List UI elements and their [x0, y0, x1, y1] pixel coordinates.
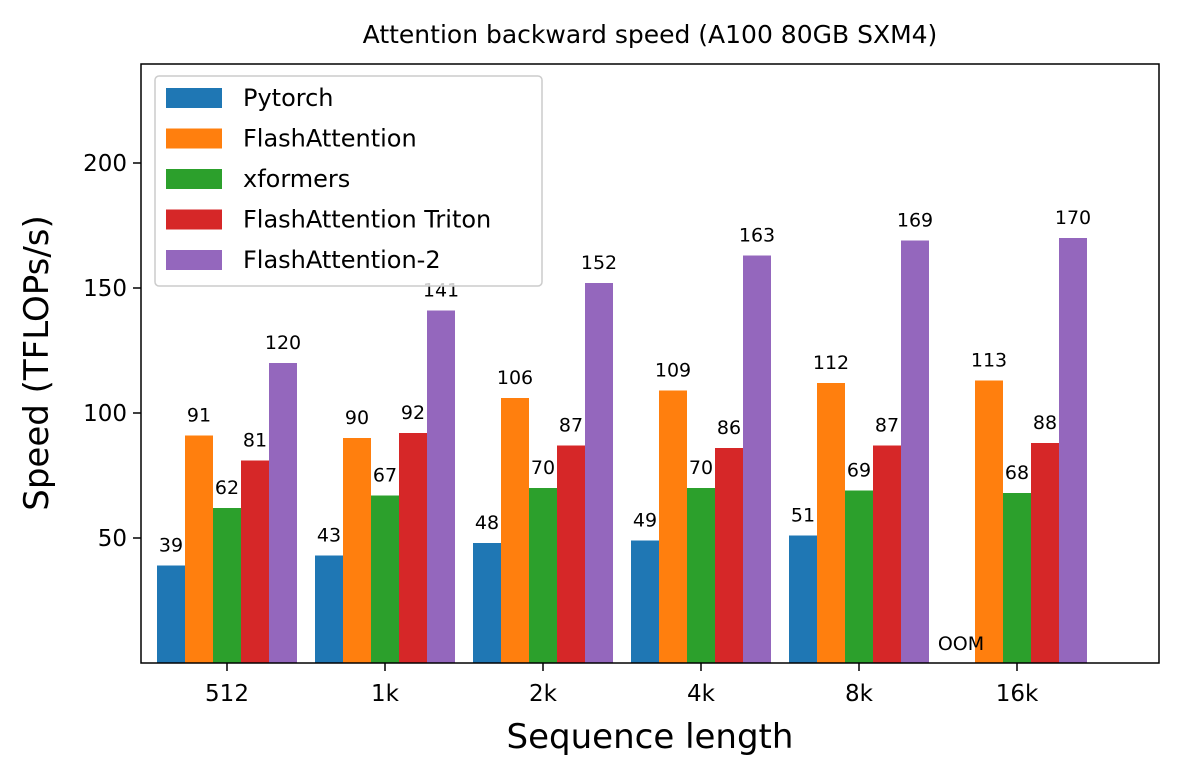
legend-label: FlashAttention-2 — [243, 246, 441, 274]
bar-value-label: 43 — [317, 525, 341, 547]
bar-value-label: 91 — [187, 405, 211, 427]
legend: Pytorch FlashAttention xformers FlashAttent… — [154, 75, 543, 287]
bar-value-label: 90 — [345, 407, 369, 429]
bar — [185, 435, 213, 663]
y-axis-label: Speed (TFLOPs/s) — [17, 215, 57, 511]
bar-labels: 3991628112043906792141481067087152491097… — [159, 207, 1091, 655]
bar — [1031, 443, 1059, 663]
bar — [1003, 493, 1031, 663]
bar-value-label: 86 — [717, 417, 741, 439]
legend-swatch — [166, 250, 222, 270]
bar — [501, 398, 529, 663]
bar-value-label: 120 — [265, 332, 301, 354]
x-tick-label: 4k — [687, 681, 716, 707]
legend-box — [154, 75, 543, 287]
bar-value-label: 70 — [689, 457, 713, 479]
bar — [901, 240, 929, 663]
bar — [157, 565, 185, 663]
bar-value-label: 152 — [581, 252, 617, 274]
x-tick-label: 2k — [529, 681, 558, 707]
bar-value-label: 67 — [373, 465, 397, 487]
y-tick-label: 200 — [83, 151, 127, 177]
bar-value-label: 39 — [159, 535, 183, 557]
x-tick-label: 512 — [205, 681, 249, 707]
bar — [371, 495, 399, 663]
bar-value-label: 81 — [243, 430, 267, 452]
bar-value-label: 69 — [847, 460, 871, 482]
bar-value-label: 68 — [1005, 462, 1029, 484]
bar-value-label: 48 — [475, 512, 499, 534]
bar-value-label: 70 — [531, 457, 555, 479]
bar-value-label: 112 — [813, 352, 849, 374]
bar — [789, 535, 817, 663]
bar — [631, 540, 659, 663]
bar-value-label: 106 — [497, 367, 533, 389]
bar — [585, 283, 613, 663]
y-tick-label: 150 — [83, 276, 127, 302]
bar — [399, 433, 427, 663]
bar-value-label: 87 — [875, 415, 899, 437]
bar — [743, 255, 771, 663]
bar — [687, 488, 715, 663]
bar — [529, 488, 557, 663]
plot-frame — [140, 63, 1160, 664]
bar-value-label: 87 — [559, 415, 583, 437]
y-tick-label: 50 — [98, 526, 127, 552]
bar — [557, 445, 585, 663]
bar — [845, 490, 873, 663]
bar-value-label: 51 — [791, 505, 815, 527]
bar — [315, 555, 343, 663]
chart-title: Attention backward speed (A100 80GB SXM4… — [363, 20, 938, 49]
bar-value-label: 169 — [897, 210, 933, 232]
x-tick-label: 1k — [371, 681, 400, 707]
bar-value-label: 109 — [655, 360, 691, 382]
legend-label: Pytorch — [243, 84, 334, 112]
bar — [213, 508, 241, 663]
legend-swatch — [166, 128, 222, 149]
bar-value-label: OOM — [938, 633, 984, 655]
x-axis-label: Sequence length — [507, 717, 794, 757]
bar-value-label: 170 — [1055, 207, 1091, 229]
bar-value-label: 92 — [401, 402, 425, 424]
bar — [975, 380, 1003, 663]
bar — [715, 448, 743, 663]
bar-value-label: 49 — [633, 510, 657, 532]
x-tick-label: 8k — [845, 681, 874, 707]
bar — [817, 383, 845, 663]
x-axis: 512 1k 2k 4k 8k 16k — [205, 663, 1039, 707]
bar — [269, 363, 297, 663]
y-axis: 50 100 150 200 — [83, 151, 141, 552]
bar-value-label: 88 — [1033, 412, 1057, 434]
legend-label: xformers — [243, 165, 350, 193]
bar-value-label: 62 — [215, 477, 239, 499]
bar — [473, 543, 501, 663]
bar-value-label: 163 — [739, 225, 775, 247]
legend-swatch — [166, 169, 222, 189]
bar — [343, 438, 371, 663]
bar — [873, 445, 901, 663]
bar — [427, 310, 455, 663]
y-tick-label: 100 — [83, 401, 127, 427]
legend-label: FlashAttention — [243, 125, 417, 153]
bar — [1059, 238, 1087, 663]
legend-swatch — [166, 88, 222, 108]
bar-value-label: 113 — [971, 350, 1007, 372]
legend-label: FlashAttention Triton — [243, 206, 491, 234]
bars — [157, 238, 1087, 663]
bar — [241, 460, 269, 663]
bar — [659, 390, 687, 663]
x-tick-label: 16k — [996, 681, 1039, 707]
legend-swatch — [166, 209, 222, 230]
